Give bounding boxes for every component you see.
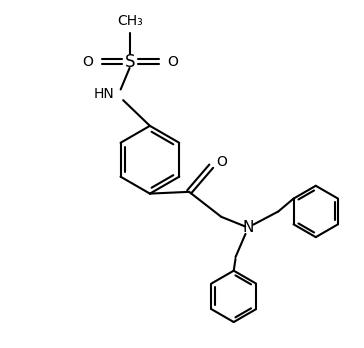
Text: O: O [168, 55, 178, 69]
Text: S: S [125, 53, 135, 71]
Text: O: O [217, 155, 228, 169]
Text: CH₃: CH₃ [118, 14, 143, 28]
Text: N: N [242, 220, 254, 235]
Text: HN: HN [94, 87, 114, 101]
Text: O: O [82, 55, 93, 69]
